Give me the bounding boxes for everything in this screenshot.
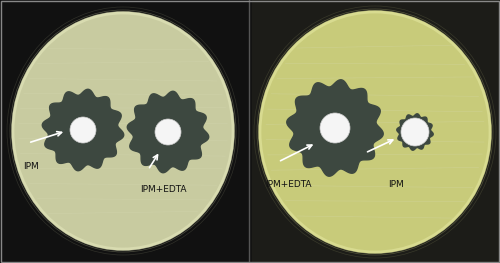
Polygon shape [128, 91, 208, 173]
Circle shape [70, 117, 96, 143]
Text: IPM: IPM [23, 162, 39, 171]
Polygon shape [42, 89, 123, 171]
Bar [252, 0, 500, 263]
Text: IPM+EDTA: IPM+EDTA [140, 185, 186, 194]
Bar [0, 0, 248, 263]
Polygon shape [287, 80, 383, 176]
Ellipse shape [13, 13, 233, 249]
Text: IPM+EDTA: IPM+EDTA [265, 180, 312, 189]
Ellipse shape [13, 13, 233, 249]
Circle shape [401, 118, 429, 146]
Ellipse shape [260, 12, 490, 252]
Text: IPM: IPM [388, 180, 404, 189]
Circle shape [155, 119, 181, 145]
Circle shape [320, 113, 350, 143]
Ellipse shape [260, 12, 490, 252]
Polygon shape [397, 114, 433, 150]
